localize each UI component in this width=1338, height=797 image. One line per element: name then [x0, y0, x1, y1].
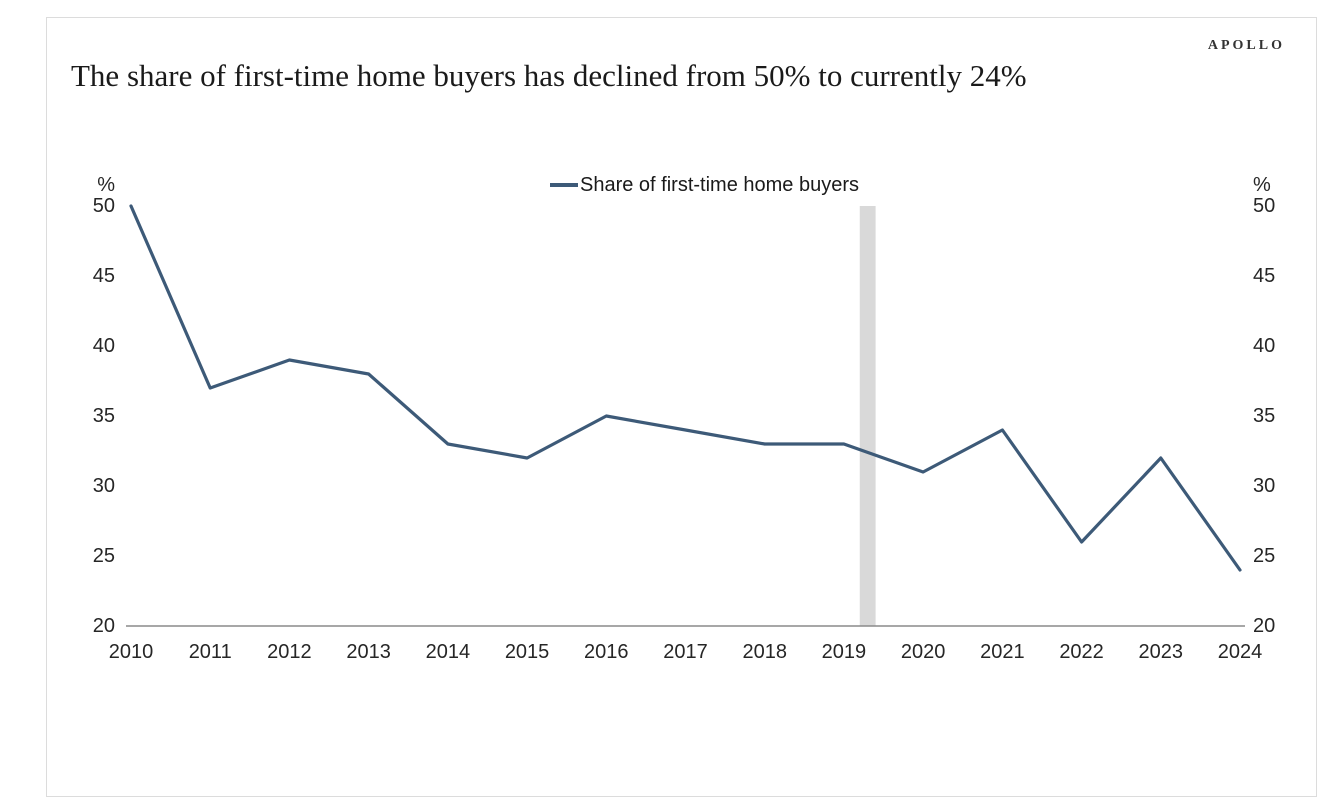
- y-tick-label: 20: [92, 615, 115, 637]
- legend-label: Share of first-time home buyers: [580, 173, 859, 196]
- x-tick-label: 2017: [663, 641, 708, 663]
- y-axis-unit-left: %: [97, 174, 115, 196]
- y-tick-label: 20: [1253, 615, 1276, 637]
- line-chart: [126, 204, 1245, 627]
- x-tick-label: 2015: [504, 641, 550, 663]
- x-tick-label: 2013: [346, 641, 391, 663]
- y-tick-label: 25: [1253, 545, 1276, 567]
- x-tick-label: 2023: [1138, 641, 1184, 663]
- y-tick-label: 30: [92, 475, 115, 497]
- x-tick-label: 2011: [188, 641, 232, 663]
- legend-line-swatch: [550, 183, 578, 187]
- x-tick-label: 2021: [980, 641, 1025, 663]
- x-tick-label: 2020: [900, 641, 946, 663]
- apollo-logo: APOLLO: [1207, 38, 1285, 53]
- y-tick-label: 35: [1253, 405, 1276, 427]
- chart-title: The share of first-time home buyers has …: [71, 58, 1027, 93]
- y-tick-label: 45: [92, 265, 115, 287]
- series-line: [129, 204, 1242, 572]
- x-tick-label: 2010: [108, 641, 154, 663]
- recession-band-icon: [859, 206, 876, 626]
- y-tick-label: 40: [1253, 335, 1276, 357]
- y-tick-label: 50: [1253, 195, 1276, 217]
- x-tick-label: 2012: [267, 641, 312, 663]
- y-axis-unit-right: %: [1253, 174, 1271, 196]
- x-tick-label: 2019: [821, 641, 867, 663]
- y-tick-label: 40: [92, 335, 115, 357]
- legend: Share of first-time home buyers: [550, 174, 859, 196]
- y-tick-label: 30: [1253, 475, 1276, 497]
- x-tick-label: 2022: [1059, 641, 1104, 663]
- x-tick-label: 2024: [1217, 641, 1263, 663]
- y-tick-label: 25: [92, 545, 115, 567]
- y-tick-label: 35: [92, 405, 115, 427]
- y-tick-label: 45: [1253, 265, 1276, 287]
- x-tick-label: 2014: [425, 641, 471, 663]
- y-tick-label: 50: [92, 195, 115, 217]
- slide-frame: [46, 17, 1317, 797]
- x-tick-label: 2016: [584, 641, 629, 663]
- x-tick-label: 2018: [742, 641, 787, 663]
